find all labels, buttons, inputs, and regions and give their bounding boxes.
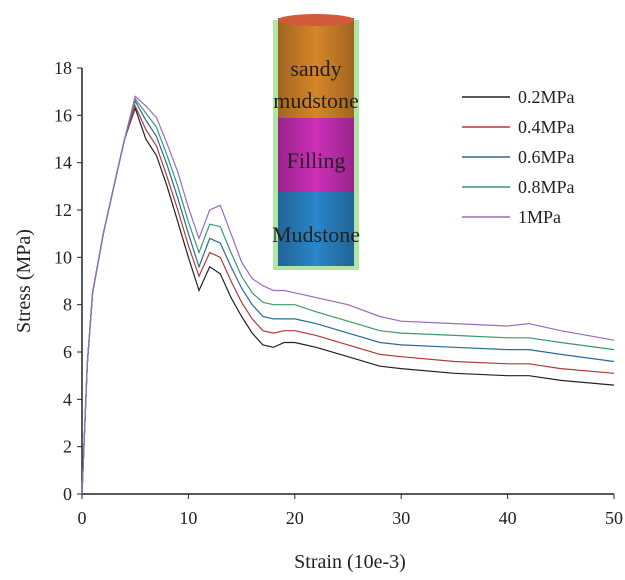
- y-tick-label: 18: [54, 58, 72, 78]
- annotation: mudstone: [273, 88, 359, 113]
- y-tick-label: 4: [63, 389, 72, 409]
- annotation: Mudstone: [272, 222, 360, 247]
- x-tick-label: 30: [392, 508, 410, 528]
- legend-label: 0.4MPa: [518, 117, 575, 137]
- legend-label: 0.2MPa: [518, 87, 575, 107]
- y-tick-label: 2: [63, 437, 72, 457]
- x-axis-label: Strain (10e-3): [294, 551, 406, 573]
- y-tick-label: 10: [54, 247, 72, 267]
- annotation: Filling: [287, 148, 346, 173]
- legend-label: 0.8MPa: [518, 177, 575, 197]
- y-tick-label: 6: [63, 342, 72, 362]
- y-axis-label: Stress (MPa): [13, 229, 35, 333]
- legend-label: 0.6MPa: [518, 147, 575, 167]
- series-line: [81, 95, 615, 495]
- legend-label: 1MPa: [518, 207, 561, 227]
- y-tick-label: 0: [63, 484, 72, 504]
- annotation: sandy: [290, 56, 341, 81]
- x-tick-label: 20: [286, 508, 304, 528]
- x-tick-label: 40: [499, 508, 517, 528]
- y-tick-label: 16: [54, 105, 72, 125]
- y-tick-label: 12: [54, 200, 72, 220]
- y-tick-label: 8: [63, 295, 72, 315]
- cylinder-inset: sandy mudstone Filling Mudstone: [272, 14, 360, 270]
- x-tick-label: 50: [605, 508, 623, 528]
- x-tick-label: 0: [78, 508, 87, 528]
- cylinder-top: [278, 14, 354, 26]
- x-tick-label: 10: [179, 508, 197, 528]
- y-tick-label: 14: [54, 153, 72, 173]
- cylinder-shade: [278, 18, 354, 266]
